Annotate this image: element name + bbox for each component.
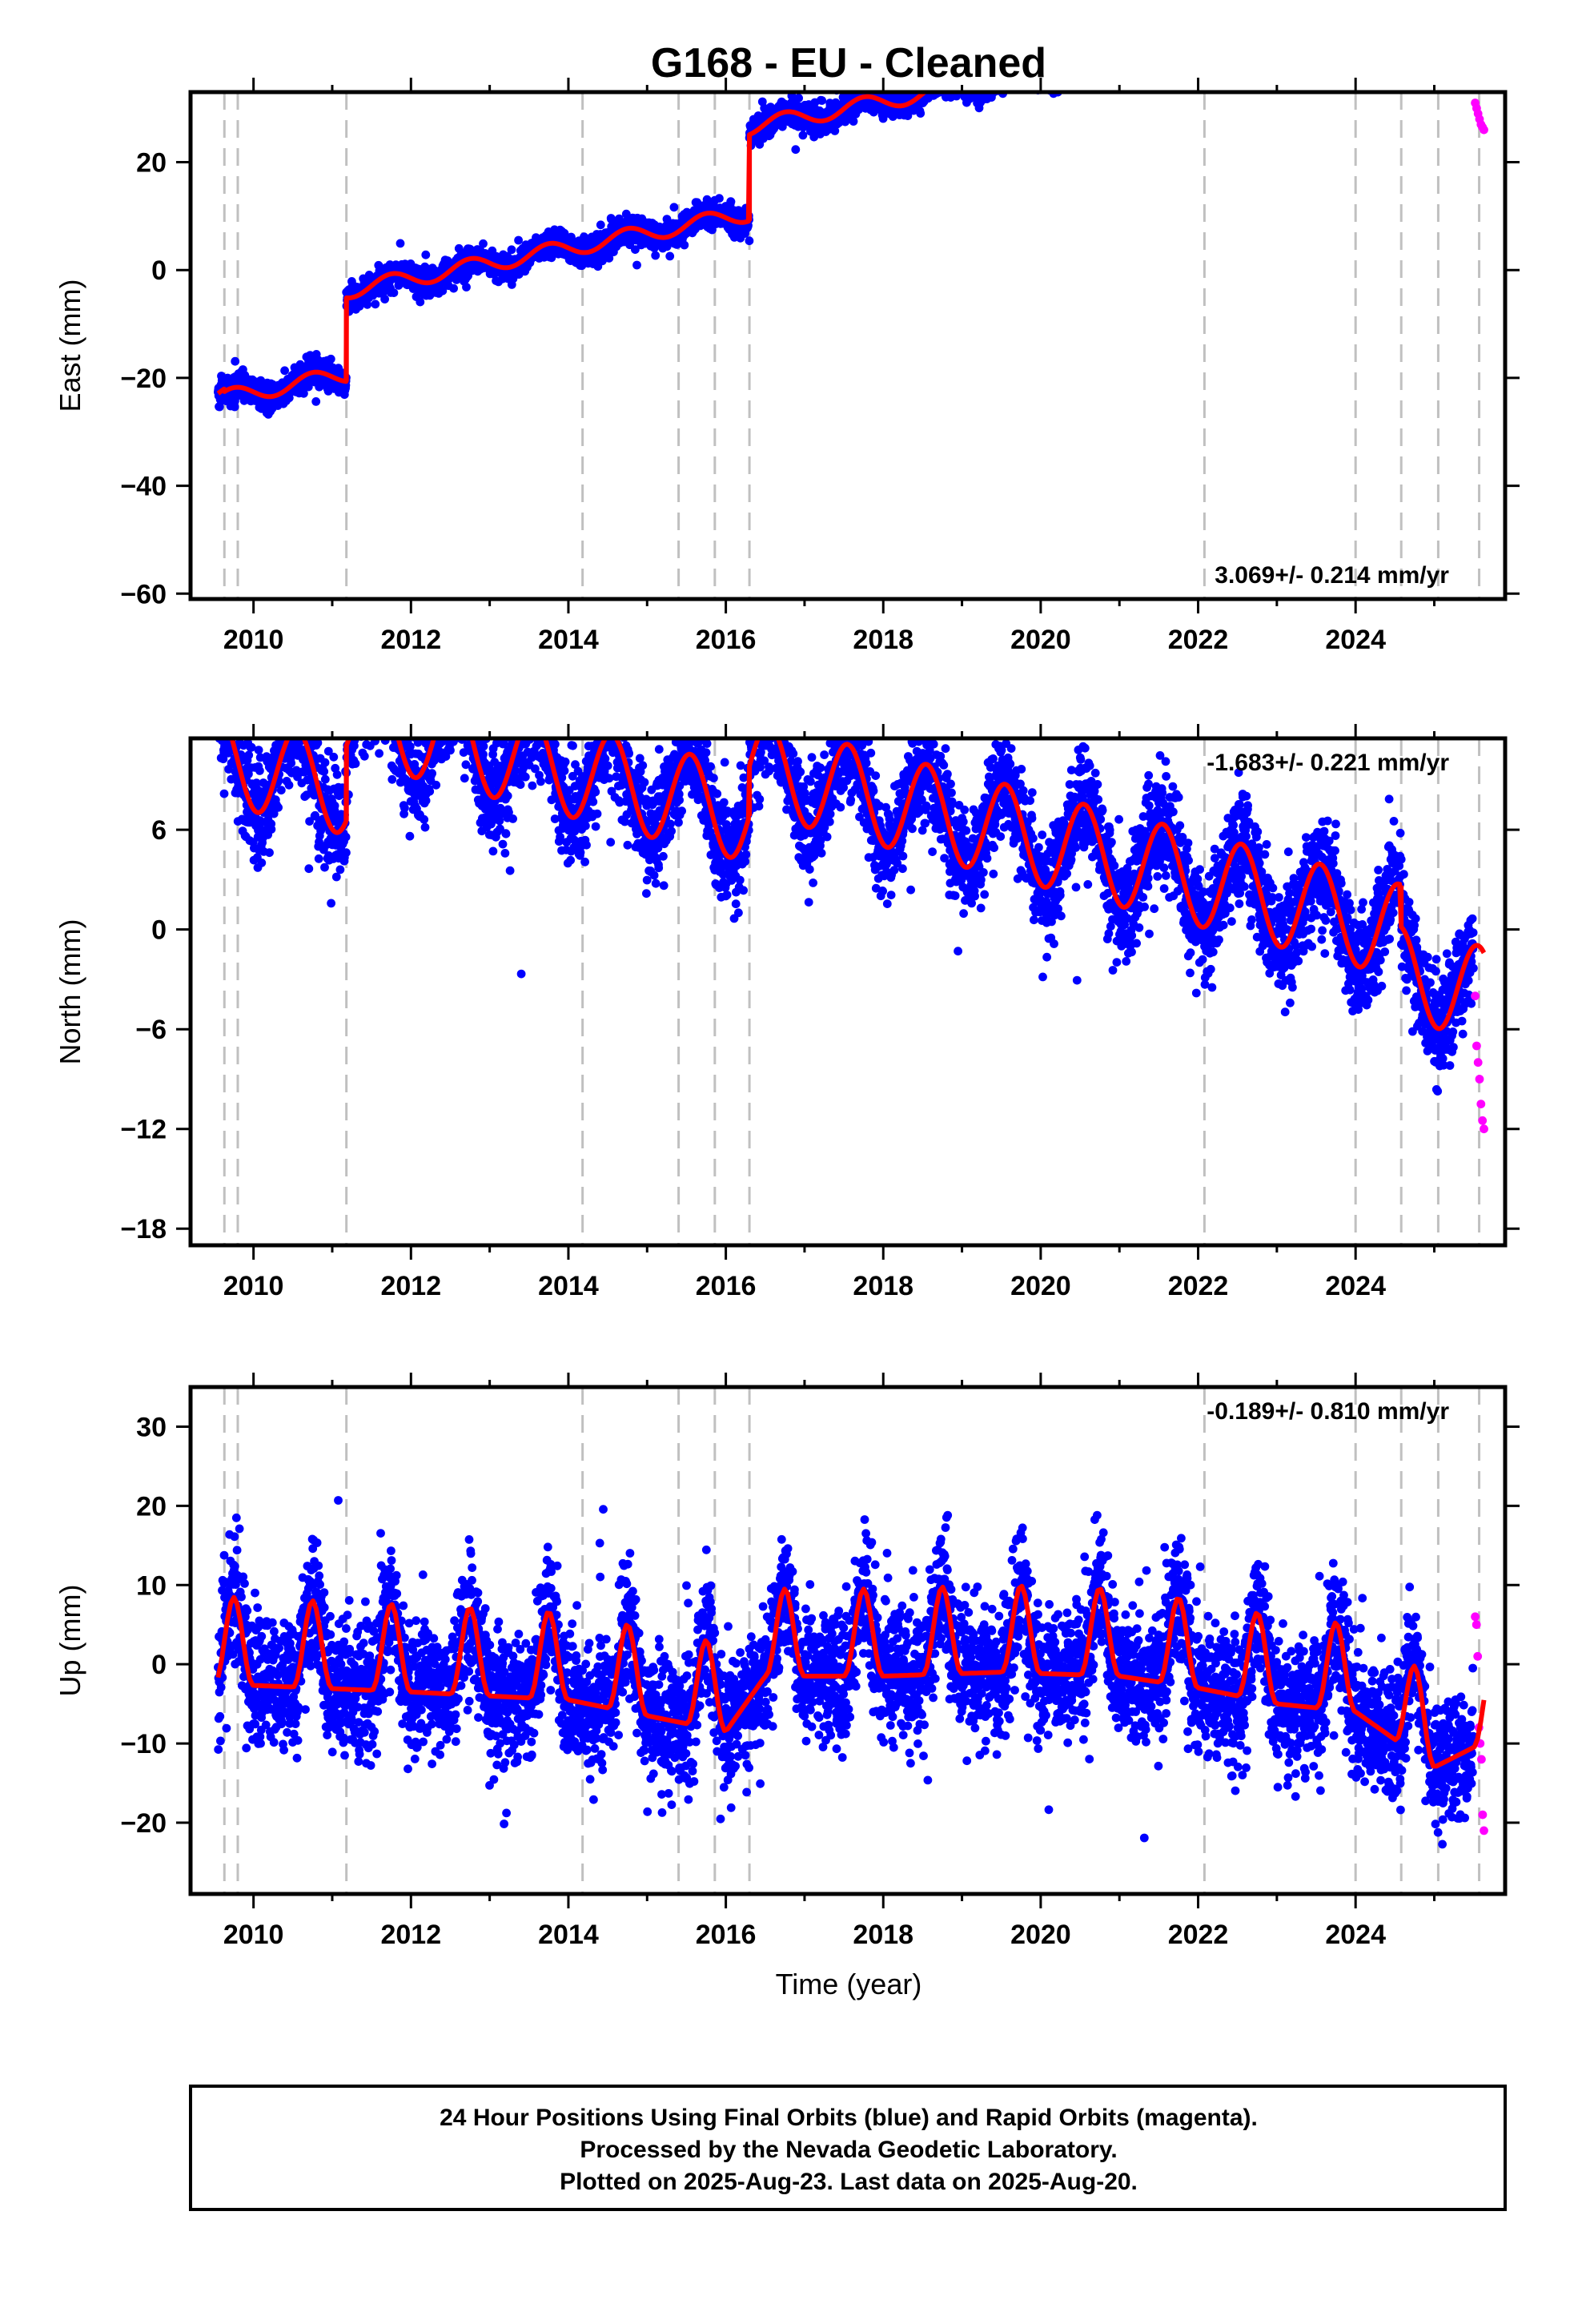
final-point [231, 357, 239, 366]
final-point [794, 94, 803, 103]
final-point [916, 109, 925, 118]
final-point [421, 251, 430, 259]
final-point [670, 203, 679, 211]
final-point [817, 96, 826, 105]
final-point [449, 284, 458, 293]
final-point [479, 239, 488, 248]
final-point [280, 366, 289, 375]
final-point [632, 261, 641, 270]
final-point [508, 245, 516, 254]
final-point [462, 283, 471, 292]
final-point [514, 236, 523, 245]
final-point [596, 220, 605, 229]
final-point [745, 236, 754, 245]
final-point [416, 298, 424, 307]
final-point [380, 295, 389, 304]
final-point [680, 241, 689, 250]
final-point [371, 300, 379, 308]
final-point [390, 288, 399, 297]
final-point [651, 251, 660, 260]
final-point [311, 397, 320, 406]
final-point [327, 355, 335, 364]
final-point [799, 131, 808, 140]
final-point [791, 145, 800, 154]
final-point [665, 252, 674, 261]
chart-title: G168 - EU - Cleaned [651, 40, 1046, 86]
final-point [715, 194, 724, 203]
final-point [396, 239, 405, 248]
